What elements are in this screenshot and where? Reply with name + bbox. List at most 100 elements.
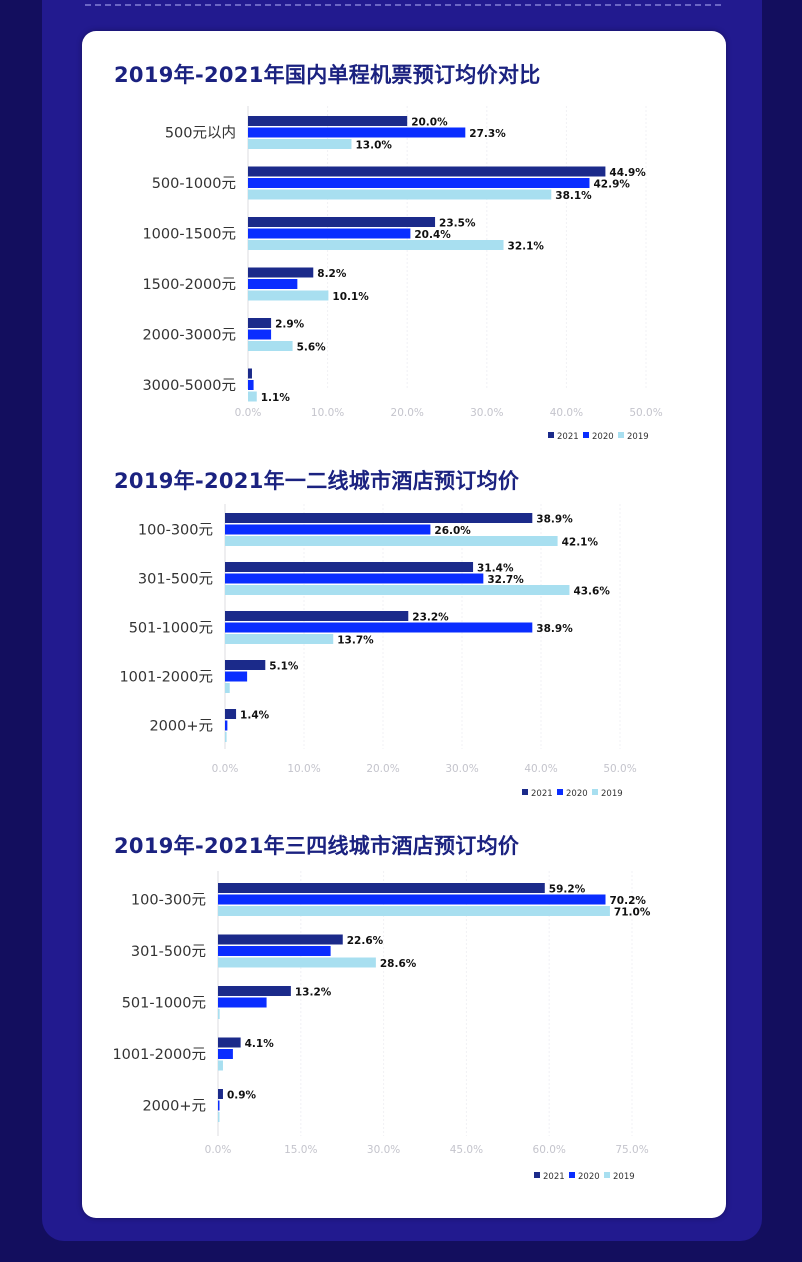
bar-2021: [248, 368, 252, 379]
legend-label: 2019: [627, 432, 649, 442]
data-label: 26.0%: [434, 525, 471, 537]
category-label: 1001-2000元: [119, 670, 213, 686]
bar-2020: [218, 946, 331, 956]
bar-2019: [218, 906, 610, 916]
legend-label: 2021: [531, 789, 553, 799]
x-tick-label: 0.0%: [205, 1144, 232, 1156]
data-label: 8.2%: [317, 268, 347, 280]
bar-2020: [225, 671, 248, 682]
x-tick-label: 75.0%: [615, 1144, 648, 1156]
bar-2021: [248, 116, 408, 126]
data-label: 13.7%: [337, 635, 374, 647]
legend-swatch-2020: [583, 432, 589, 438]
data-label: 13.0%: [355, 140, 392, 152]
bar-2019: [248, 240, 504, 250]
data-label: 23.2%: [412, 612, 449, 624]
bar-2021: [248, 318, 272, 328]
bar-2020: [225, 622, 533, 633]
x-tick-label: 10.0%: [287, 763, 320, 775]
x-tick-label: 30.0%: [445, 763, 478, 775]
bar-2019: [225, 536, 558, 546]
bar-2019: [248, 290, 329, 301]
category-label: 100-300元: [131, 893, 206, 909]
data-label: 28.6%: [380, 958, 417, 970]
bar-2021: [218, 986, 291, 996]
data-label: 27.3%: [469, 128, 506, 140]
bar-2019: [225, 732, 227, 742]
bar-2020: [248, 127, 466, 138]
bar-2019: [225, 683, 230, 693]
category-label: 2000+元: [142, 1099, 206, 1115]
bar-2021: [248, 267, 314, 278]
data-label: 32.7%: [487, 574, 524, 586]
data-label: 0.9%: [227, 1090, 257, 1102]
x-tick-label: 0.0%: [235, 407, 262, 419]
x-tick-label: 50.0%: [603, 763, 636, 775]
legend-swatch-2019: [592, 789, 598, 795]
bar-2021: [218, 883, 545, 893]
bar-2019: [248, 341, 293, 351]
bar-2021: [225, 709, 237, 719]
data-label: 2.9%: [275, 319, 305, 331]
bar-2019: [225, 634, 334, 644]
bar-2021: [225, 562, 474, 572]
bar-2020: [248, 380, 254, 390]
bar-2020: [218, 1100, 220, 1111]
category-label: 500元以内: [165, 125, 236, 142]
legend-label: 2020: [592, 432, 614, 442]
bar-2020: [225, 720, 228, 731]
legend-swatch-2021: [534, 1172, 540, 1178]
bar-2019: [248, 189, 552, 200]
bar-2020: [248, 228, 411, 239]
legend-swatch-2019: [618, 432, 624, 438]
bar-2021: [225, 513, 533, 523]
category-label: 3000-5000元: [142, 378, 236, 394]
bar-2021: [248, 166, 606, 177]
x-tick-label: 30.0%: [470, 407, 503, 419]
dashed-divider: [85, 4, 721, 6]
chart-title-tier3-hotel: 2019年-2021年三四线城市酒店预订均价: [114, 834, 520, 858]
legend-swatch-2020: [557, 789, 563, 795]
category-label: 301-500元: [131, 944, 206, 960]
data-label: 5.6%: [297, 342, 327, 354]
legend-label: 2019: [613, 1172, 635, 1182]
x-tick-label: 0.0%: [212, 763, 239, 775]
data-label: 4.1%: [245, 1038, 275, 1050]
bar-2020: [218, 894, 606, 905]
bar-2020: [248, 178, 590, 188]
legend-swatch-2021: [522, 789, 528, 795]
x-tick-label: 60.0%: [533, 1144, 566, 1156]
legend-swatch-2020: [569, 1172, 575, 1178]
bar-2019: [248, 139, 352, 149]
bar-2020: [225, 573, 484, 584]
data-label: 20.4%: [414, 229, 451, 241]
data-label: 32.1%: [508, 241, 545, 253]
legend-label: 2020: [566, 789, 588, 799]
category-label: 2000+元: [149, 719, 213, 735]
category-label: 1000-1500元: [142, 227, 236, 243]
x-tick-label: 15.0%: [284, 1144, 317, 1156]
category-label: 2000-3000元: [142, 328, 236, 344]
legend-swatch-2019: [604, 1172, 610, 1178]
bar-2020: [218, 1049, 233, 1059]
data-label: 38.9%: [536, 623, 573, 635]
bar-2021: [225, 660, 266, 670]
legend-label: 2020: [578, 1172, 600, 1182]
category-label: 301-500元: [138, 572, 213, 588]
x-tick-label: 10.0%: [311, 407, 344, 419]
bar-2019: [218, 1009, 220, 1019]
bar-2019: [248, 391, 257, 402]
bar-2021: [218, 934, 343, 945]
x-tick-label: 40.0%: [550, 407, 583, 419]
data-label: 38.9%: [536, 514, 573, 526]
bar-2021: [248, 217, 436, 227]
data-label: 71.0%: [614, 907, 651, 919]
category-label: 100-300元: [138, 523, 213, 539]
x-tick-label: 50.0%: [629, 407, 662, 419]
data-label: 13.2%: [295, 987, 332, 999]
category-label: 501-1000元: [122, 996, 206, 1012]
data-label: 5.1%: [269, 661, 299, 673]
bar-2021: [218, 1037, 241, 1048]
bar-2019: [218, 1112, 220, 1122]
x-tick-label: 20.0%: [366, 763, 399, 775]
